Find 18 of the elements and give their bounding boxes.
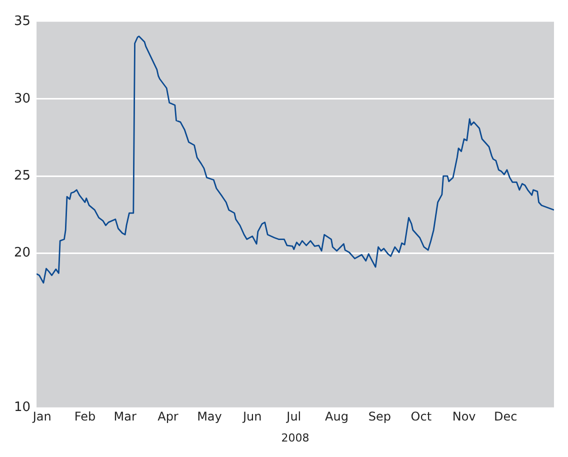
y-tick-label: 30 — [14, 91, 31, 106]
x-tick-label: Oct — [410, 410, 432, 424]
x-tick-label: Dec — [494, 410, 518, 424]
x-tick-label: Nov — [452, 410, 476, 424]
y-tick-label: 20 — [14, 246, 31, 261]
x-tick-label: Jul — [286, 410, 302, 424]
x-tick-label: Apr — [158, 410, 178, 424]
x-tick-label: May — [197, 410, 222, 424]
x-tick-label: Feb — [74, 410, 96, 424]
y-tick-label: 10 — [14, 400, 31, 415]
x-tick-label: Jan — [32, 410, 52, 424]
x-tick-label: Aug — [325, 410, 348, 424]
x-tick-label: Mar — [114, 410, 136, 424]
y-tick-label: 35 — [14, 14, 31, 30]
y-tick-label: 25 — [14, 168, 31, 184]
x-tick-label: Jun — [242, 410, 262, 424]
x-axis-title: 2008 — [281, 431, 310, 444]
x-tick-label: Sep — [368, 410, 391, 424]
